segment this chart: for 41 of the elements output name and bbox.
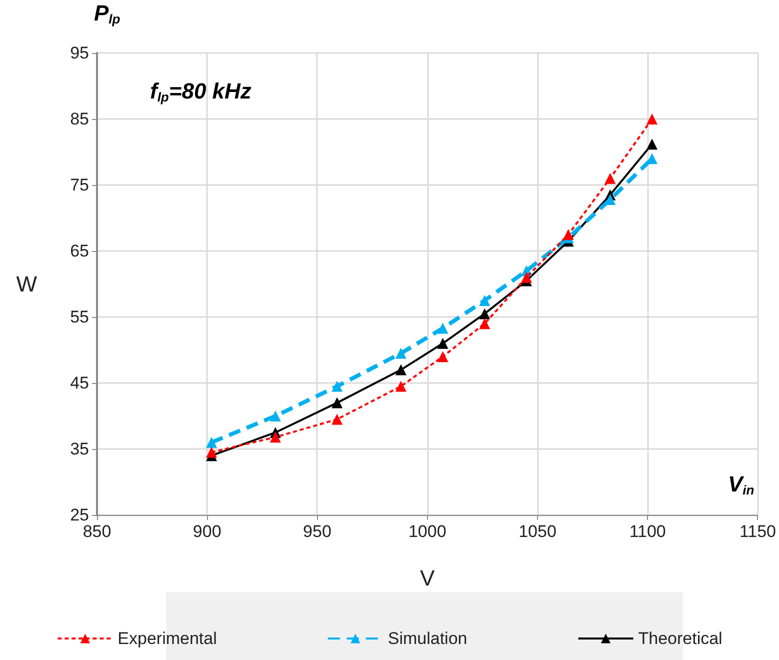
legend-label: Simulation [388,629,468,648]
point [479,295,490,306]
point [562,229,574,240]
point [206,446,218,458]
point [604,172,616,184]
x-tick-label: 1150 [739,522,776,541]
point [437,351,448,362]
point [332,414,343,425]
y-tick-label: 75 [70,176,89,194]
point [479,308,490,320]
y-tick-label: 25 [70,506,89,524]
x-tick-label: 1050 [518,522,556,541]
x-tick-label: 1000 [408,522,446,541]
point [395,348,406,359]
point [437,322,448,334]
point [646,114,658,124]
point [437,338,448,349]
legend-label: Theoretical [638,629,722,648]
y-tick-label: 35 [70,440,89,458]
point [479,318,490,330]
point [395,364,406,376]
point [206,436,218,448]
point [646,138,658,150]
y-tick-label: 95 [70,44,89,62]
y-tick-label: 65 [70,242,89,260]
legend-label: Experimental [118,629,217,648]
y-tick-label: 85 [70,110,89,128]
point [270,410,281,422]
point [332,397,343,408]
y-tick-label: 55 [70,308,89,326]
y-tick-label: 45 [70,374,89,392]
x-axis-title: V [420,566,436,590]
point [332,380,343,392]
y-axis-title: W [16,272,38,296]
x-tick-label: 900 [192,522,222,541]
point [520,272,532,283]
x-tick-label: 950 [303,522,332,541]
x-tick-label: 1100 [629,522,666,541]
point [270,432,281,443]
point [395,380,406,392]
x-tick-label: 850 [82,522,112,541]
